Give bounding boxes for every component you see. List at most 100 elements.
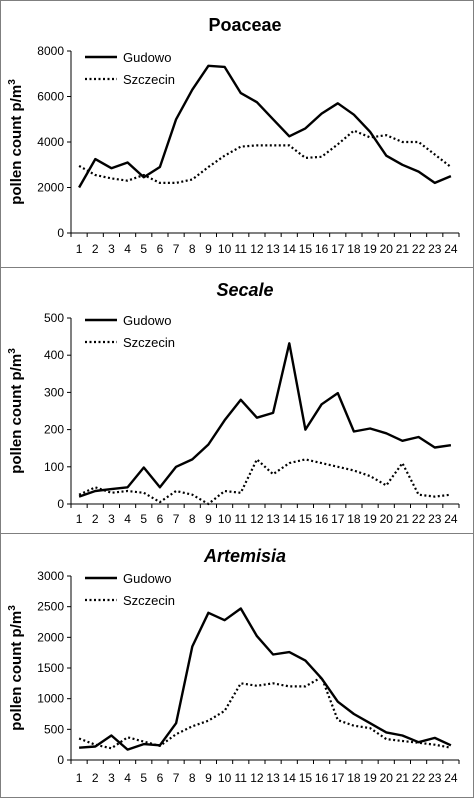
y-tick-label: 1500 [37,661,64,675]
x-tick-label: 13 [266,771,280,785]
x-tick-label: 14 [283,771,297,785]
y-axis-label: pollen count p/m3 [7,79,25,205]
x-tick-label: 12 [250,512,264,526]
x-tick-label: 3 [108,242,115,256]
y-axis-label-text: pollen count p/m [8,354,25,474]
series-line-szczecin [78,129,452,184]
x-tick-label: 12 [250,242,264,256]
x-tick-label: 7 [173,771,180,785]
series-line-gudowo [78,64,452,189]
x-tick-label: 5 [140,512,147,526]
x-tick-label: 1 [76,512,83,526]
x-tick-label: 6 [157,771,164,785]
x-tick-label: 21 [396,242,410,256]
legend-label-szczecin: Szczecin [123,593,175,608]
y-axis-label-text: pollen count p/m [8,611,25,731]
x-tick-label: 16 [315,512,329,526]
x-tick-label: 15 [299,771,313,785]
x-tick-label: 15 [299,512,313,526]
legend-label-gudowo: Gudowo [123,50,171,65]
y-tick-label: 2000 [37,630,64,644]
chart-title: Secale [216,280,273,300]
y-axis-label: pollen count p/m3 [7,605,25,731]
x-tick-label: 17 [331,512,345,526]
chart-panel-artemisia: Artemisia pollen count p/m3 0 500 1000 1500 20… [0,533,474,798]
x-tick-label: 19 [363,512,377,526]
series-line-szczecin [78,676,452,750]
x-tick-label: 7 [173,512,180,526]
x-tick-label: 23 [428,242,442,256]
x-tick-label: 19 [363,242,377,256]
x-tick-label: 13 [266,242,280,256]
x-tick-label: 8 [189,771,196,785]
y-tick-label: 4000 [37,135,64,149]
x-tick-label: 18 [347,512,361,526]
chart-panel-secale: Secale pollen count p/m3 0 100 200 300 400 500 1… [0,267,474,534]
y-tick-label: 0 [57,226,64,240]
x-tick-label: 10 [218,512,232,526]
x-tick-label: 13 [266,512,280,526]
y-tick-label: 0 [57,753,64,767]
x-tick-label: 6 [157,242,164,256]
x-tick-label: 10 [218,771,232,785]
series-line-gudowo [79,607,452,751]
x-tick-label: 21 [396,512,410,526]
x-tick-label: 20 [380,512,394,526]
x-tick-label: 10 [218,242,232,256]
x-tick-label: 2 [92,512,99,526]
x-tick-label: 15 [299,242,313,256]
x-tick-label: 5 [140,242,147,256]
y-tick-label: 2500 [37,600,64,614]
legend-label-szczecin: Szczecin [123,72,175,87]
y-tick-label: 500 [44,311,64,325]
x-tick-label: 6 [157,512,164,526]
x-tick-label: 9 [205,512,212,526]
y-tick-label: 6000 [37,90,64,104]
x-tick-label: 22 [412,242,426,256]
series-line-gudowo [78,342,452,498]
x-tick-label: 8 [189,242,196,256]
y-axis-label-superscript: 3 [7,605,18,611]
x-tick-label: 3 [108,771,115,785]
series-line-szczecin [78,458,452,506]
y-tick-label: 400 [44,348,64,362]
x-tick-label: 12 [250,771,264,785]
y-tick-label: 100 [44,460,64,474]
x-tick-label: 9 [205,242,212,256]
x-tick-label: 14 [283,512,297,526]
x-tick-label: 23 [428,512,442,526]
x-tick-label: 1 [76,242,83,256]
y-tick-label: 200 [44,423,64,437]
chart-title: Artemisia [203,546,286,566]
x-tick-label: 2 [92,771,99,785]
x-tick-label: 1 [76,771,83,785]
x-tick-label: 11 [235,242,248,256]
y-axis-label-superscript: 3 [7,348,18,354]
legend-label-gudowo: Gudowo [123,571,171,586]
x-tick-label: 22 [412,512,426,526]
x-tick-label: 24 [444,242,458,256]
x-tick-label: 17 [331,771,345,785]
x-tick-label: 24 [444,771,458,785]
y-axis-label: pollen count p/m3 [7,348,25,474]
y-tick-label: 3000 [37,569,64,583]
x-tick-label: 18 [347,771,361,785]
x-tick-label: 4 [124,242,131,256]
x-tick-label: 20 [380,242,394,256]
y-tick-label: 2000 [37,181,64,195]
y-tick-label: 300 [44,385,64,399]
y-tick-label: 500 [44,722,64,736]
x-tick-label: 23 [428,771,442,785]
x-tick-label: 2 [92,242,99,256]
x-tick-label: 17 [331,242,345,256]
x-tick-label: 16 [315,771,329,785]
legend-label-szczecin: Szczecin [123,335,175,350]
y-tick-label: 8000 [37,44,64,58]
x-tick-label: 20 [380,771,394,785]
x-tick-label: 11 [235,771,248,785]
y-tick-label: 1000 [37,692,64,706]
x-tick-label: 18 [347,242,361,256]
